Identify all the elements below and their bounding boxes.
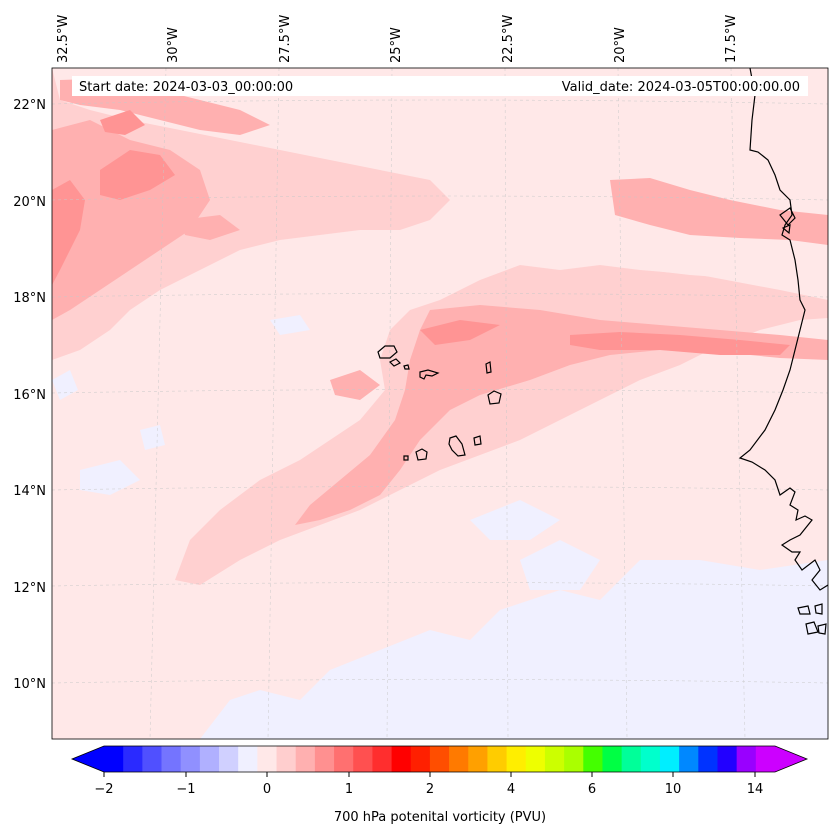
colorbar-segment — [736, 746, 757, 772]
colorbar-segment — [334, 746, 354, 772]
cb-tick-label: −1 — [176, 782, 195, 797]
cb-tick-label: 4 — [507, 782, 515, 797]
colorbar-segment — [621, 746, 642, 772]
start-date-label: Start date: 2024-03-03_00:00:00 — [79, 80, 293, 95]
colorbar-segment — [295, 746, 316, 772]
lon-label-17-5w: 17.5°W — [724, 15, 739, 63]
lat-label-16n: 16°N — [13, 388, 46, 403]
pv-negative-patches — [52, 315, 828, 739]
colorbar-title: 700 hPa potenital vorticity (PVU) — [334, 810, 546, 825]
cb-tick-label: 6 — [588, 782, 596, 797]
map-plot-area — [52, 68, 828, 739]
colorbar-under-arrow — [72, 746, 104, 772]
colorbar-segment — [679, 746, 699, 772]
colorbar-segment — [525, 746, 546, 772]
colorbar-segment — [429, 746, 450, 772]
colorbar-over-arrow — [775, 746, 807, 772]
colorbar-segment — [180, 746, 201, 772]
island-brava — [403, 455, 409, 461]
island-fogo — [415, 448, 428, 461]
colorbar-segment — [755, 746, 776, 772]
colorbar-segment — [238, 746, 258, 772]
cb-tick-label: 10 — [665, 782, 682, 797]
colorbar-segment — [506, 746, 527, 772]
colorbar-segment — [564, 746, 584, 772]
colorbar-segment — [640, 746, 661, 772]
island-santo-antao — [377, 345, 398, 359]
colorbar-segment — [123, 746, 143, 772]
colorbar-segment — [468, 746, 488, 772]
valid-date-label: Valid_date: 2024-03-05T00:00:00.00 — [562, 80, 800, 95]
lon-label-30w: 30°W — [166, 27, 181, 63]
colorbar-segment — [372, 746, 392, 772]
lat-label-14n: 14°N — [13, 484, 46, 499]
island-santiago — [448, 435, 466, 457]
lon-label-25w: 25°W — [389, 27, 404, 63]
colorbar-segment — [583, 746, 603, 772]
colorbar: −2 −1 0 1 2 4 6 10 14 700 hPa potenital … — [70, 745, 809, 825]
colorbar-segment — [449, 746, 469, 772]
lon-label-32-5w: 32.5°W — [56, 15, 71, 63]
island-maio — [473, 435, 482, 446]
colorbar-segment — [410, 746, 431, 772]
cb-tick-label: 2 — [426, 782, 434, 797]
map-frame — [51, 67, 829, 740]
lat-label-10n: 10°N — [13, 677, 46, 692]
island-sao-nicolau — [419, 369, 440, 380]
colorbar-segment — [142, 746, 162, 772]
island-santa-luzia — [403, 364, 410, 370]
latitude-labels: 22°N 20°N 18°N 16°N 14°N 12°N 10°N — [13, 98, 46, 692]
lon-label-27-5w: 27.5°W — [278, 15, 293, 63]
lat-label-22n: 22°N — [13, 98, 46, 113]
africa-coastline — [738, 68, 828, 591]
lat-label-12n: 12°N — [13, 581, 46, 596]
coastline — [738, 68, 828, 635]
cb-tick-label: −2 — [94, 782, 113, 797]
pv-level3-field — [52, 110, 790, 355]
island-sao-vicente — [388, 358, 402, 367]
colorbar-segment — [698, 746, 718, 772]
colorbar-segment — [487, 746, 507, 772]
cape-verde-islands — [377, 345, 502, 461]
island-boa-vista — [487, 390, 502, 405]
colorbar-segment — [199, 746, 220, 772]
colorbar-segment — [391, 746, 412, 772]
longitude-labels: 32.5°W 30°W 27.5°W 25°W 22.5°W 20°W 17.5… — [56, 15, 739, 63]
colorbar-segment — [104, 746, 124, 772]
lat-label-18n: 18°N — [13, 291, 46, 306]
lon-label-22-5w: 22.5°W — [501, 15, 516, 63]
cb-tick-label: 0 — [263, 782, 271, 797]
colorbar-ticks — [103, 772, 756, 777]
colorbar-segment — [717, 746, 738, 772]
colorbar-segment — [257, 746, 277, 772]
colorbar-segments — [104, 746, 776, 772]
island-sal — [485, 361, 492, 374]
graticule — [52, 68, 828, 739]
colorbar-segment — [314, 746, 335, 772]
colorbar-segment — [219, 746, 239, 772]
colorbar-segment — [353, 746, 373, 772]
colorbar-segment — [161, 746, 182, 772]
cb-tick-label: 14 — [747, 782, 764, 797]
date-info-box — [72, 76, 808, 96]
colorbar-segment — [276, 746, 297, 772]
colorbar-tick-labels: −2 −1 0 1 2 4 6 10 14 — [94, 782, 763, 797]
lon-label-20w: 20°W — [613, 27, 628, 63]
cb-tick-label: 1 — [345, 782, 353, 797]
colorbar-segment — [659, 746, 680, 772]
colorbar-segment — [602, 746, 623, 772]
lat-label-20n: 20°N — [13, 195, 46, 210]
colorbar-segment — [544, 746, 565, 772]
